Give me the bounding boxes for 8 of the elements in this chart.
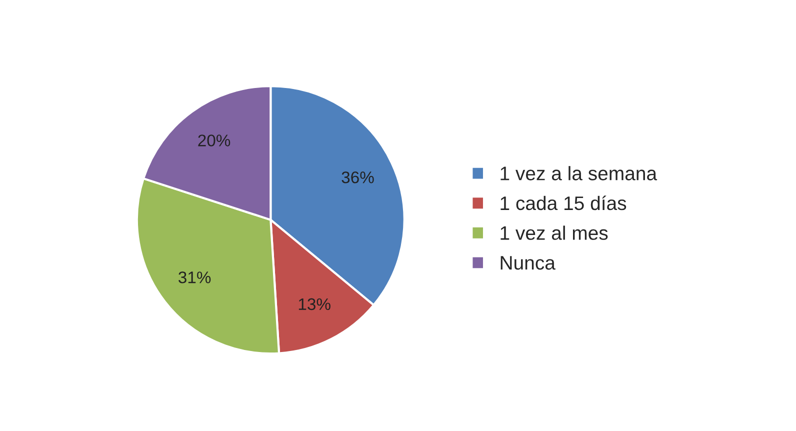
legend-label: 1 vez a la semana bbox=[500, 166, 658, 180]
data-label: 31% bbox=[178, 271, 211, 284]
legend-label: 1 vez al mes bbox=[500, 226, 608, 240]
data-label: 13% bbox=[298, 298, 330, 310]
legend-label: 1 cada 15 días bbox=[500, 196, 626, 210]
data-label: 20% bbox=[198, 134, 230, 146]
data-label: 36% bbox=[342, 171, 374, 184]
legend-label: Nunca bbox=[500, 256, 556, 270]
